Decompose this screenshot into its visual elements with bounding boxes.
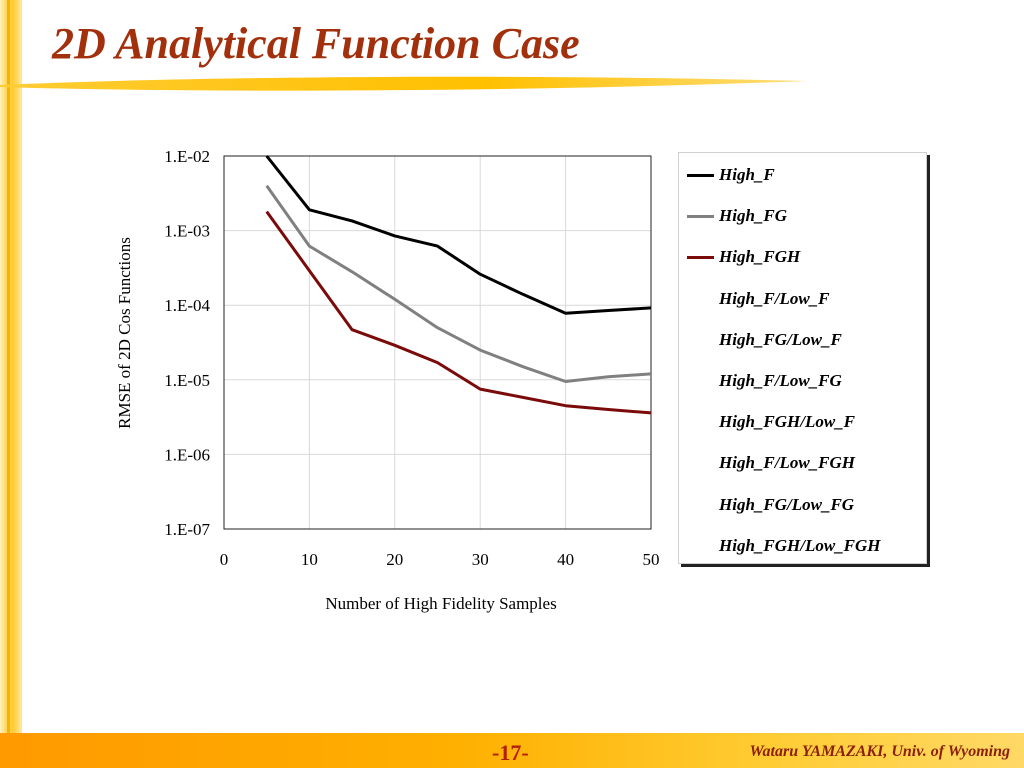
slide-title: 2D Analytical Function Case xyxy=(52,19,580,68)
series-line-high-fg xyxy=(265,184,652,383)
chart-gridlines xyxy=(224,156,651,529)
y-tick-label: 1.E-03 xyxy=(164,222,210,241)
chart-legend: High_F High_FG High_FGH High_F/Low_F High_FG… xyxy=(678,152,927,564)
y-axis-ticks: 1.E-07 1.E-06 1.E-05 1.E-04 1.E-03 1.E-02 xyxy=(164,147,210,539)
legend-label: High_FG/Low_F xyxy=(719,329,842,349)
plot-area-frame xyxy=(223,155,652,530)
y-tick-label: 1.E-07 xyxy=(164,520,210,539)
chart-series xyxy=(265,155,652,415)
legend-swatch xyxy=(687,256,714,260)
title-underline-swoosh xyxy=(0,76,808,91)
legend-label: High_FGH xyxy=(719,247,801,267)
y-tick-label: 1.E-06 xyxy=(164,445,210,464)
legend-label: High_F/Low_FG xyxy=(719,371,842,390)
legend-item: High_F/Low_FG xyxy=(679,370,926,394)
series-line-high-f xyxy=(265,155,652,315)
x-tick-label: 40 xyxy=(557,550,574,569)
legend-item: High_FG/Low_FG xyxy=(679,494,926,518)
legend-label: High_FGH/Low_F xyxy=(719,412,856,432)
legend-label: High_F xyxy=(719,165,775,184)
x-tick-label: 50 xyxy=(643,550,660,569)
legend-swatch xyxy=(687,174,714,177)
legend-swatch xyxy=(687,215,714,219)
legend-item: High_F/Low_FGH xyxy=(679,452,926,476)
y-tick-label: 1.E-02 xyxy=(164,147,210,166)
y-axis-label: RMSE of 2D Cos Functions xyxy=(115,237,134,429)
x-axis-label: Number of High Fidelity Samples xyxy=(325,594,556,613)
footer-author: Wataru YAMAZAKI, Univ. of Wyoming xyxy=(749,743,1011,760)
x-tick-label: 0 xyxy=(220,550,229,569)
legend-item: High_F xyxy=(679,164,926,188)
x-tick-label: 10 xyxy=(301,550,318,569)
x-tick-label: 30 xyxy=(472,550,489,569)
y-tick-label: 1.E-05 xyxy=(164,371,210,390)
legend-item: High_F/Low_F xyxy=(679,288,926,312)
legend-label: High_F/Low_F xyxy=(719,288,830,308)
legend-item: High_FG/Low_F xyxy=(679,329,926,353)
left-decor-bar xyxy=(0,0,22,768)
x-tick-label: 20 xyxy=(386,550,403,569)
y-tick-label: 1.E-04 xyxy=(164,296,210,315)
x-axis-ticks: 0 10 20 30 40 50 xyxy=(220,550,660,569)
legend-label: High_FGH/Low_FGH xyxy=(719,535,881,555)
legend-label: High_F/Low_FGH xyxy=(719,453,856,473)
legend-item: High_FGH xyxy=(679,246,926,270)
legend-item: High_FG xyxy=(679,205,926,229)
footer-bar xyxy=(0,733,1024,768)
legend-label: High_FG/Low_FG xyxy=(719,494,855,514)
legend-item: High_FGH/Low_F xyxy=(679,411,926,435)
page-number: -17- xyxy=(492,740,529,765)
legend-item: High_FGH/Low_FGH xyxy=(679,535,926,559)
legend-label: High_FG xyxy=(719,206,788,226)
series-line-high-fgh xyxy=(265,210,652,415)
